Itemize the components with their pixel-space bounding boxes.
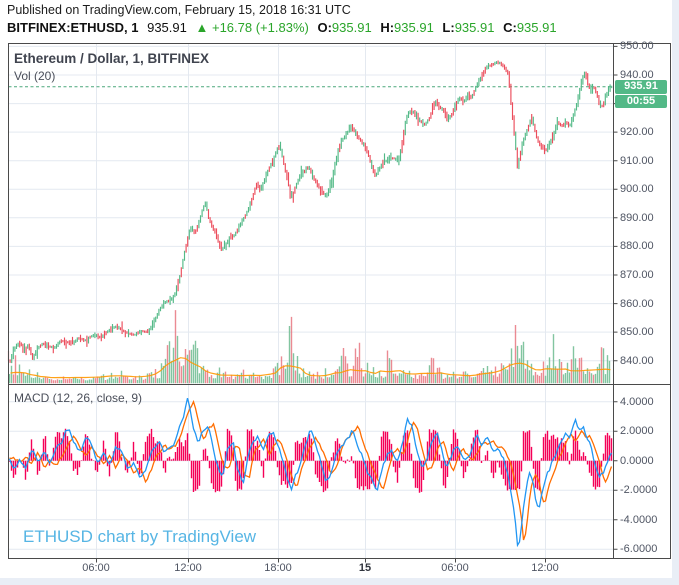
price-axis-tick: 900.00: [620, 183, 654, 196]
bar-countdown-badge: 00:55: [615, 94, 667, 108]
price-axis-tick: 950.00: [620, 40, 654, 53]
close-value: 935.91: [516, 20, 557, 35]
volume-ma-line: [10, 357, 611, 379]
macd-indicator-label: MACD (12, 26, close, 9): [14, 391, 143, 405]
published-line: Published on TradingView.com, February 1…: [7, 3, 351, 17]
macd-histogram: [8, 428, 613, 493]
high-value: 935.91: [394, 20, 434, 35]
close-label: C:: [503, 20, 517, 35]
price-axis-tick: 860.00: [620, 297, 654, 310]
macd-line: [8, 397, 613, 548]
time-axis-tick: 12:00: [174, 562, 202, 574]
volume-indicator-label: Vol (20): [14, 69, 56, 83]
tradingview-watermark-link[interactable]: ETHUSD chart by TradingView: [23, 527, 257, 546]
price-axis-tick: 880.00: [620, 240, 654, 253]
macd-axis-tick: 2.0000: [620, 425, 654, 438]
time-axis-tick: 18:00: [264, 562, 292, 574]
macd-axis-tick: 4.0000: [620, 395, 654, 408]
time-axis-tick: 12:00: [531, 562, 559, 574]
price-axis-tick: 840.00: [620, 354, 654, 367]
time-axis-tick: 06:00: [82, 562, 110, 574]
price-axis-tick: 920.00: [620, 126, 654, 139]
chart-title: Ethereum / Dollar, 1, BITFINEX: [14, 51, 210, 66]
macd-axis-tick: -6.0000: [620, 543, 658, 556]
last-price-badge: 935.91: [615, 80, 667, 94]
time-axis-tick: 15: [358, 562, 372, 574]
last-price: 935.91: [147, 20, 187, 35]
price-axis-tick: 890.00: [620, 211, 654, 224]
price-change: +16.78 (+1.83%): [211, 20, 309, 35]
price-axis-tick: 910.00: [620, 154, 654, 167]
open-label: O:: [317, 20, 332, 35]
price-axis-tick: 940.00: [620, 69, 654, 81]
time-axis-tick: 06:00: [441, 562, 469, 574]
gridlines: [8, 43, 614, 559]
high-label: H:: [380, 20, 395, 35]
volume-bars-down: [12, 310, 603, 384]
macd-signal-line: [9, 399, 613, 541]
low-value: 935.91: [454, 20, 495, 35]
up-triangle-icon: ▲: [195, 20, 209, 35]
low-label: L:: [442, 20, 455, 35]
macd-axis-tick: -4.0000: [620, 513, 658, 526]
open-value: 935.91: [331, 20, 372, 35]
snapshot-card: [0, 0, 672, 578]
price-series-down: [7, 60, 605, 363]
ticker-line: BITFINEX:ETHUSD, 1 935.91 ▲ +16.78 (+1.8…: [7, 20, 557, 35]
price-axis-tick: 870.00: [620, 268, 654, 281]
panel-borders: [8, 43, 671, 559]
macd-axis-tick: -2.0000: [620, 484, 658, 497]
symbol-label: BITFINEX:ETHUSD, 1: [7, 20, 139, 35]
price-axis-tick: 850.00: [620, 326, 654, 339]
macd-axis-tick: 0.0000: [620, 454, 654, 467]
price-series-up: [11, 61, 613, 364]
